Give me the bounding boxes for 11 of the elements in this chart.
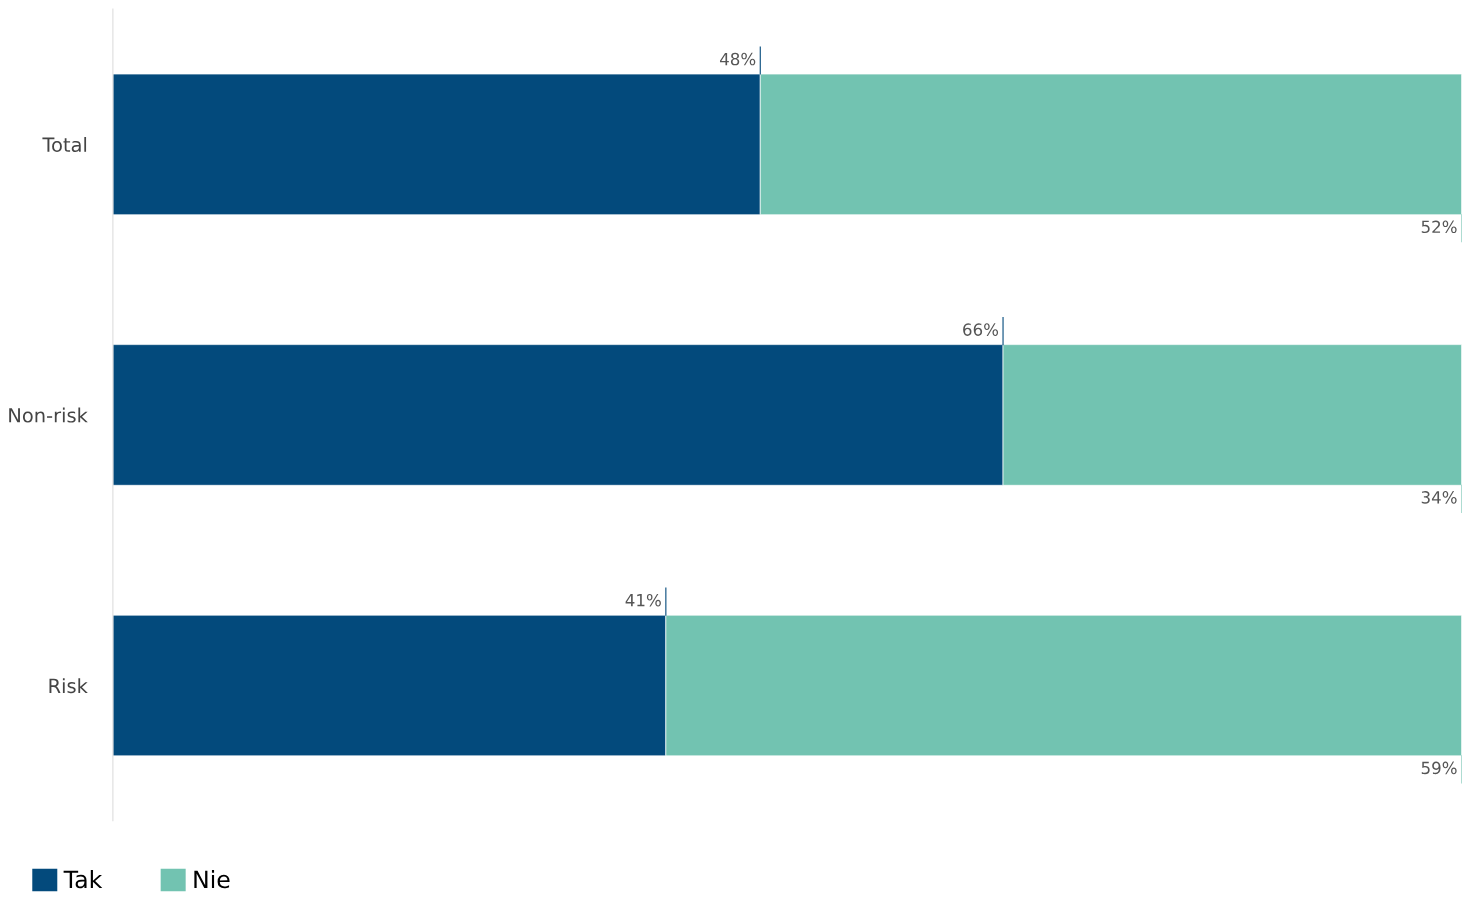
y-tick-label: Non-risk — [9, 407, 88, 423]
legend-label: Nie — [194, 870, 230, 889]
y-tick-label: Total — [42, 137, 87, 153]
data-label: 41% — [625, 593, 661, 607]
legend-label: Tak — [63, 870, 103, 889]
data-label: 48% — [719, 52, 756, 66]
data-label: 52% — [1421, 220, 1457, 234]
data-label: 66% — [963, 323, 999, 336]
data-label: 34% — [1421, 491, 1457, 504]
y-tick-label: Risk — [49, 678, 88, 694]
data-label: 59% — [1421, 761, 1457, 775]
